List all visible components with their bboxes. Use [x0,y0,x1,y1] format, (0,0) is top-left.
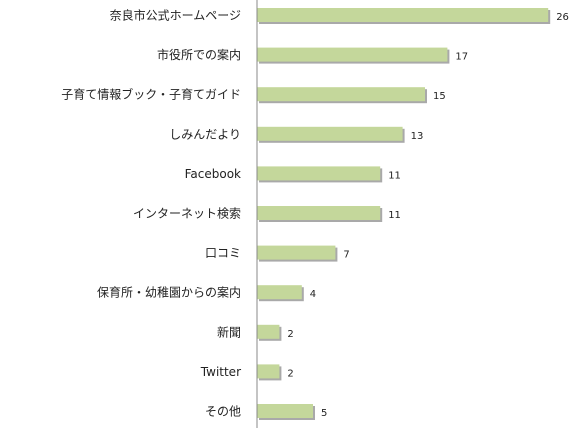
value-label-9: 2 [287,368,293,379]
category-label-5: インターネット検索 [133,207,241,221]
bar-10 [257,404,313,418]
bar-4 [257,166,381,181]
category-label-3: しみんだより [169,127,241,141]
value-label-1: 17 [455,52,468,63]
category-label-8: 新聞 [217,324,241,339]
labels-layer: 奈良市公式ホームページ 26 市役所での案内 17 子育て情報ブック・子育てガイド 15 し… [61,8,569,420]
bar-3 [257,126,403,141]
value-label-2: 15 [433,91,446,102]
category-label-2: 子育て情報ブック・子育てガイド [61,87,241,102]
value-label-7: 4 [310,289,316,300]
value-label-0: 26 [556,12,569,23]
value-label-3: 13 [411,131,424,142]
value-label-5: 11 [388,210,401,221]
bars-layer [257,8,551,420]
value-label-10: 5 [321,408,327,419]
bar-2 [257,87,425,102]
value-label-8: 2 [287,329,293,340]
value-label-6: 7 [343,250,349,261]
bar-9 [257,364,280,379]
value-label-4: 11 [388,170,401,181]
bar-6 [257,245,336,260]
category-label-0: 奈良市公式ホームページ [110,8,241,23]
category-label-7: 保育所・幼稚園からの案内 [97,285,241,300]
category-label-6: 口コミ [205,246,241,260]
category-label-1: 市役所での案内 [157,47,241,62]
bar-7 [257,285,302,300]
bar-0 [257,8,549,22]
bar-1 [257,47,448,62]
category-label-10: その他 [205,405,241,419]
bar-8 [257,324,280,339]
category-label-4: Facebook [185,167,241,181]
category-label-9: Twitter [200,365,241,379]
bar-5 [257,206,381,220]
